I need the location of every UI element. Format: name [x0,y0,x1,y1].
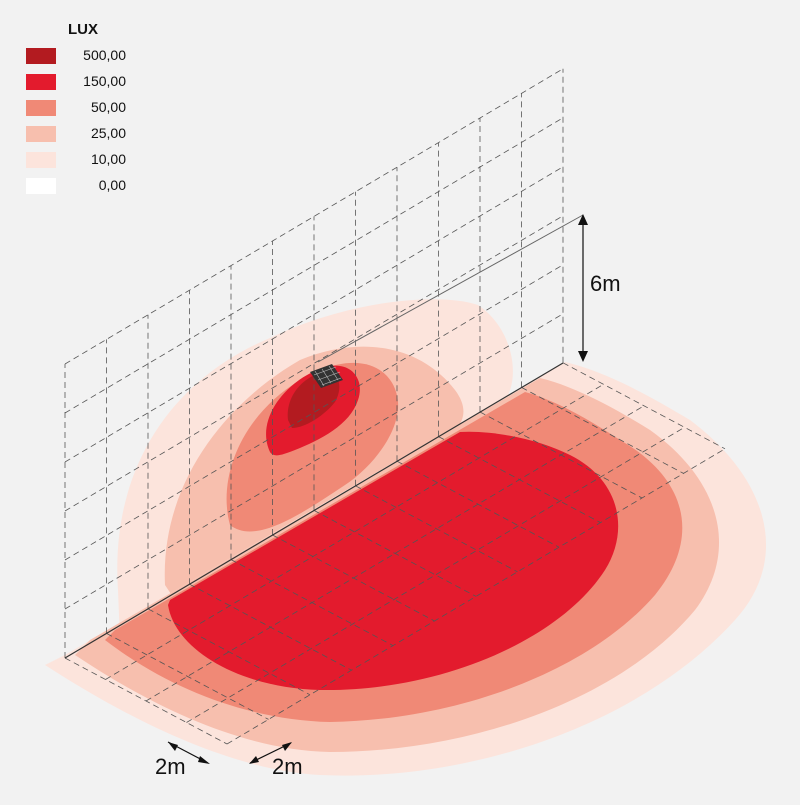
legend-swatch [26,48,56,64]
legend-item-500: 500,00 [26,47,126,64]
legend-swatch [26,126,56,142]
grid-line [147,608,311,696]
grid-line [105,383,604,680]
grid-line [106,633,269,720]
legend-value: 10,00 [90,151,126,167]
legend-value: 50,00 [90,99,126,115]
legend-value: 500,00 [83,47,126,63]
legend-item-25: 25,00 [26,125,126,142]
legend-item-0: 0,00 [26,177,126,194]
legend-title: LUX [68,21,98,38]
legend-item-150: 150,00 [26,73,126,90]
floor-zone-150 [168,431,619,691]
legend-item-50: 50,00 [26,99,126,116]
grid-dimension-left: 2m [155,741,210,779]
wall-floor-edge [64,362,564,659]
legend-item-10: 10,00 [26,151,126,168]
grid-line [64,68,564,365]
legend-swatch [26,100,56,116]
floor-grid [64,362,726,745]
grid-line [64,313,564,610]
grid-line [145,405,645,702]
grid-line [355,485,518,573]
height-label: 6m [590,271,621,296]
legend-value: 25,00 [90,125,126,141]
grid-left-label: 2m [155,754,186,779]
grid-line [64,264,564,561]
luminaire-icon [310,364,343,388]
legend-value: 150,00 [83,73,126,89]
height-dimension: 6m [578,214,621,362]
grid-line [562,362,726,450]
legend-value: 0,00 [98,177,126,193]
grid-line [64,117,564,414]
legend-swatch [26,74,56,90]
wall-top-edge [317,214,584,363]
grid-right-label: 2m [272,754,303,779]
grid-line [64,215,564,512]
grid-line [313,510,477,597]
grid-line [64,166,564,463]
legend-swatch [26,152,56,168]
wall-grid [64,68,564,658]
grid-dimension-right: 2m [249,742,303,779]
grid-line [186,426,685,723]
legend-swatch [26,178,56,194]
grid-line [226,448,726,745]
